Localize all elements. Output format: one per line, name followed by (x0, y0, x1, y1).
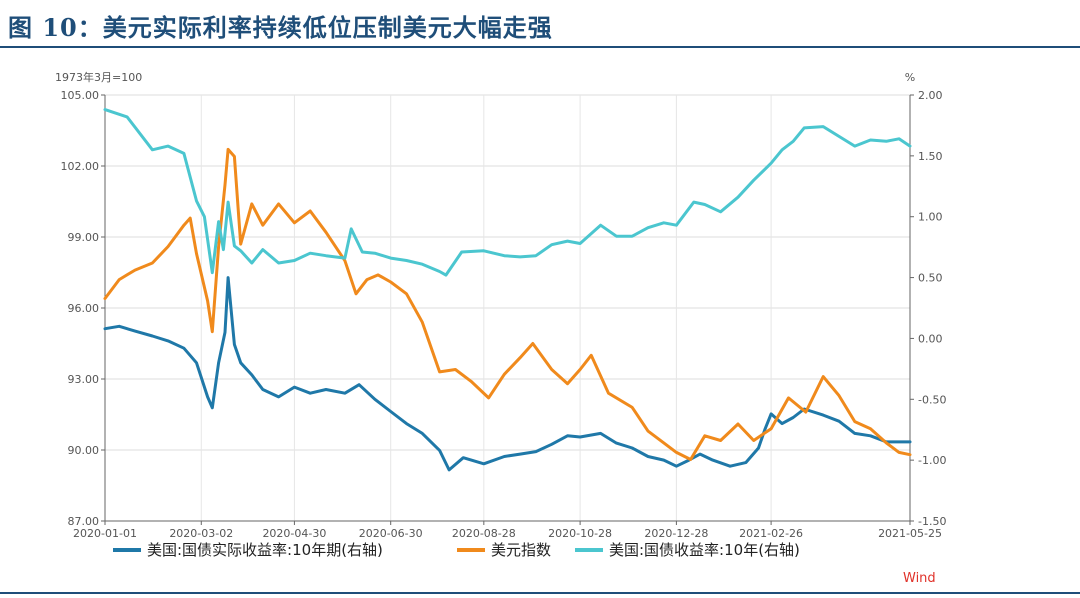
legend-label: 美国:国债收益率:10年(右轴) (609, 541, 800, 559)
x-tick-label: 2020-12-28 (644, 527, 708, 540)
left-tick-label: 93.00 (68, 373, 100, 386)
series-line-1 (103, 147, 912, 461)
right-tick-label: -1.50 (918, 515, 946, 528)
x-tick-label: 2020-10-28 (548, 527, 612, 540)
right-tick-label: 1.50 (918, 150, 943, 163)
right-tick-label: -1.00 (918, 454, 946, 467)
right-tick-label: 0.00 (918, 332, 943, 345)
right-axis-label: % (905, 71, 915, 84)
series-line-2 (103, 108, 912, 277)
x-tick-label: 2021-05-25 (878, 527, 942, 540)
x-tick-label: 2020-03-02 (169, 527, 233, 540)
left-tick-label: 96.00 (68, 302, 100, 315)
x-tick-label: 2020-04-30 (262, 527, 326, 540)
left-tick-label: 99.00 (68, 231, 100, 244)
left-tick-label: 87.00 (68, 515, 100, 528)
axes: 105.00 102.00 99.00 96.00 93.00 90.00 87.00 2.0… (55, 70, 946, 540)
series-lines (103, 108, 912, 472)
legend-label: 美元指数 (491, 541, 551, 559)
left-tick-label: 90.00 (68, 444, 100, 457)
gridlines (104, 94, 911, 522)
right-tick-label: 0.50 (918, 272, 943, 285)
legend-label: 美国:国债实际收益率:10年期(右轴) (147, 541, 383, 559)
x-tick-label: 2020-01-01 (73, 527, 137, 540)
source-label: Wind (903, 571, 936, 586)
right-tick-label: 1.00 (918, 211, 943, 224)
bottom-divider (0, 592, 1080, 594)
left-tick-label: 102.00 (61, 160, 100, 173)
x-tick-label: 2020-06-30 (359, 527, 423, 540)
x-tick-label: 2021-02-26 (739, 527, 803, 540)
series-line-0 (103, 276, 912, 472)
chart-title: 图 10：美元实际利率持续低位压制美元大幅走强 (8, 13, 553, 42)
right-tick-label: -0.50 (918, 393, 946, 406)
left-tick-label: 105.00 (61, 89, 100, 102)
chart-area: 105.00 102.00 99.00 96.00 93.00 90.00 87.00 2.0… (55, 70, 946, 586)
left-axis-label: 1973年3月=100 (55, 70, 142, 84)
legend: 美国:国债实际收益率:10年期(右轴) 美元指数 美国:国债收益率:10年(右轴) (113, 541, 800, 559)
title-divider (0, 46, 1080, 48)
x-tick-label: 2020-08-28 (452, 527, 516, 540)
right-tick-label: 2.00 (918, 89, 943, 102)
